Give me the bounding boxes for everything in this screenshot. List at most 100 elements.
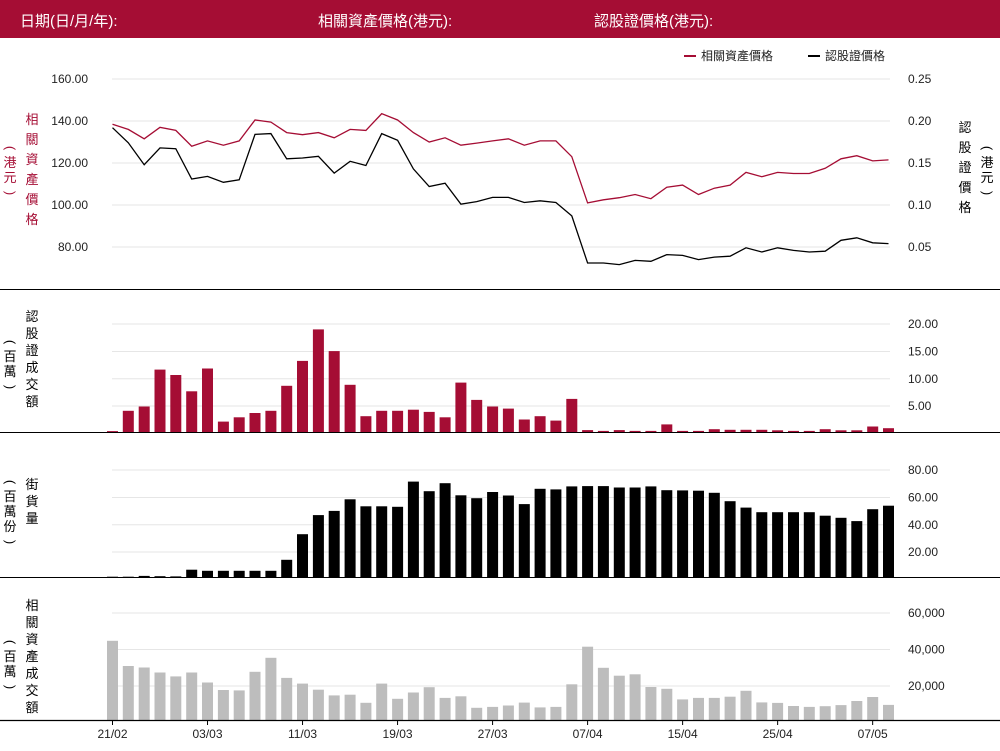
asset-turnover-bar bbox=[154, 672, 166, 721]
asset-turnover-bar bbox=[439, 697, 451, 721]
warrant-turnover-bar bbox=[661, 424, 673, 433]
asset-turnover-bar bbox=[502, 705, 514, 721]
svg-text:港: 港 bbox=[980, 155, 993, 170]
outstanding-quantity-bar bbox=[455, 495, 467, 578]
svg-text:認: 認 bbox=[958, 120, 971, 135]
outstanding-quantity-bar bbox=[629, 487, 641, 578]
asset-turnover-bar bbox=[740, 690, 752, 721]
outstanding-quantity-bar bbox=[819, 515, 831, 578]
asset-turnover-bar bbox=[281, 677, 293, 721]
svg-text:(: ( bbox=[3, 146, 18, 151]
svg-text:格: 格 bbox=[25, 212, 38, 227]
asset-turnover-bar bbox=[455, 696, 467, 721]
svg-text:(: ( bbox=[3, 480, 18, 485]
right-axis-title-warrant-price: 認股證價格 bbox=[958, 120, 971, 215]
warrant-turnover-bar bbox=[471, 399, 483, 433]
outstanding-quantity-axis-unit: (百萬份) bbox=[3, 480, 18, 544]
outstanding-quantity-bar bbox=[423, 491, 435, 578]
asset-turnover-bar bbox=[756, 702, 768, 721]
warrant-turnover-axis-unit: (百萬) bbox=[3, 340, 18, 389]
warrant-turnover-bar bbox=[265, 410, 277, 433]
warrant-turnover-bar bbox=[186, 391, 198, 433]
asset-turnover-bar bbox=[566, 684, 578, 721]
x-axis-tick-label: 03/03 bbox=[193, 727, 223, 741]
svg-text:): ) bbox=[3, 540, 18, 544]
asset-turnover-bar bbox=[867, 697, 879, 721]
warrant-turnover-bar bbox=[851, 430, 863, 433]
svg-text:資: 資 bbox=[25, 632, 38, 647]
x-axis-tick-label: 07/05 bbox=[858, 727, 888, 741]
warrant-turnover-bar bbox=[788, 430, 799, 433]
asset-turnover-bar bbox=[107, 640, 118, 721]
asset-turnover-bar bbox=[138, 667, 150, 721]
svg-text:元: 元 bbox=[3, 170, 16, 185]
outstanding-quantity-bar bbox=[597, 486, 609, 578]
outstanding-quantity-bar bbox=[740, 507, 752, 578]
outstanding-quantity-bar bbox=[518, 504, 530, 578]
svg-text:證: 證 bbox=[25, 343, 38, 358]
warrant-turnover-bar bbox=[819, 429, 831, 433]
warrant-turnover-bar bbox=[360, 416, 372, 433]
left-axis-title-asset-price: 相關資產價格 bbox=[25, 112, 38, 227]
asset-turnover-bar bbox=[328, 695, 340, 721]
warrant-turnover-bar bbox=[708, 429, 720, 433]
outstanding-quantity-bar bbox=[851, 521, 863, 578]
warrant-turnover-bar bbox=[202, 368, 213, 433]
x-axis-tick-label: 11/03 bbox=[288, 727, 317, 741]
asset-turnover-bar bbox=[819, 706, 831, 721]
asset-turnover-bar bbox=[883, 704, 894, 721]
x-axis-tick-label: 15/04 bbox=[668, 727, 698, 741]
right-axis-tick-label: 0.25 bbox=[908, 72, 932, 86]
svg-text:格: 格 bbox=[958, 200, 971, 215]
warrant-turnover-bar bbox=[122, 410, 134, 433]
svg-text:貨: 貨 bbox=[25, 494, 38, 509]
svg-text:股: 股 bbox=[958, 140, 971, 155]
asset-turnover-bar bbox=[471, 707, 483, 721]
asset-turnover-tick-label: 40,000 bbox=[908, 643, 945, 657]
warrant-price-readout-label: 認股證價格(港元): bbox=[594, 13, 714, 30]
outstanding-quantity-bar bbox=[202, 570, 213, 578]
svg-text:元: 元 bbox=[980, 170, 993, 185]
warrant-turnover-bar bbox=[724, 429, 736, 433]
outstanding-quantity-bar bbox=[566, 486, 578, 578]
warrant-turnover-bar bbox=[613, 430, 625, 433]
outstanding-quantity-bar bbox=[708, 492, 720, 578]
warrant-turnover-bar bbox=[407, 409, 419, 433]
outstanding-quantity-bar bbox=[297, 534, 308, 578]
warrant-turnover-bar bbox=[138, 406, 150, 433]
outstanding-quantity-bar bbox=[724, 501, 736, 578]
svg-text:關: 關 bbox=[25, 615, 38, 630]
svg-text:萬: 萬 bbox=[3, 504, 16, 519]
asset-turnover-bar bbox=[265, 657, 277, 721]
warrant-turnover-bar bbox=[645, 430, 657, 433]
warrant-turnover-bar bbox=[154, 369, 166, 433]
asset-turnover-bar bbox=[835, 705, 847, 721]
asset-turnover-bar bbox=[645, 687, 657, 721]
x-axis-tick-label: 07/04 bbox=[573, 727, 603, 741]
asset-turnover-bar bbox=[233, 690, 245, 721]
right-axis-tick-label: 0.05 bbox=[908, 240, 932, 254]
warrant-turnover-bar bbox=[233, 417, 245, 433]
warrant-turnover-bar bbox=[597, 430, 609, 433]
asset-turnover-bar bbox=[661, 688, 673, 721]
x-axis-tick-label: 27/03 bbox=[478, 727, 508, 741]
asset-turnover-axis-unit: (百萬) bbox=[3, 640, 18, 689]
warrant-price-line bbox=[112, 127, 889, 266]
outstanding-quantity-bar bbox=[312, 515, 324, 578]
warrant-turnover-bar bbox=[629, 430, 641, 433]
svg-text:萬: 萬 bbox=[3, 364, 16, 379]
asset-turnover-bar bbox=[518, 702, 530, 721]
warrant-turnover-bar bbox=[107, 431, 118, 433]
warrant-turnover-bar bbox=[756, 429, 768, 433]
svg-text:萬: 萬 bbox=[3, 664, 16, 679]
outstanding-quantity-bar bbox=[407, 481, 419, 578]
svg-text:證: 證 bbox=[958, 160, 971, 175]
svg-text:成: 成 bbox=[25, 360, 38, 375]
asset-turnover-bar bbox=[534, 707, 546, 721]
outstanding-quantity-bar bbox=[328, 510, 340, 578]
x-axis-tick-label: 25/04 bbox=[763, 727, 793, 741]
x-axis-tick-label: 21/02 bbox=[97, 727, 127, 741]
outstanding-quantity-bar bbox=[249, 570, 261, 578]
